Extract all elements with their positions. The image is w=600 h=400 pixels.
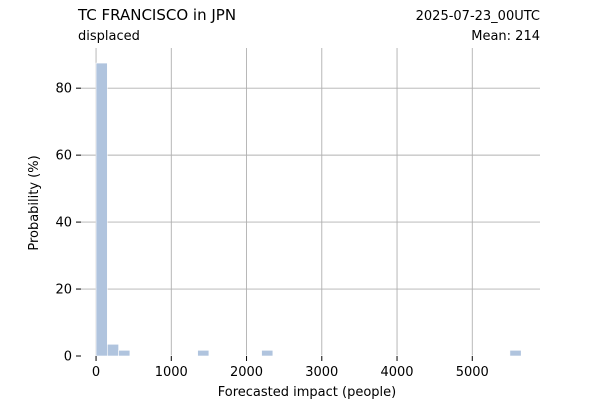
histogram-bar: [95, 62, 108, 357]
x-tick-label: 4000: [380, 365, 413, 380]
x-tick-label: 2000: [230, 365, 263, 380]
chart-title: TC FRANCISCO in JPN: [77, 6, 236, 24]
grid: [81, 48, 540, 356]
x-tick-label: 5000: [456, 365, 489, 380]
x-axis-label: Forecasted impact (people): [218, 385, 396, 400]
y-tick-label: 80: [55, 82, 72, 97]
x-tick-label: 1000: [155, 365, 188, 380]
histogram-bar: [509, 350, 522, 357]
histogram-bar: [107, 343, 119, 357]
y-tick-label: 40: [55, 216, 72, 231]
y-tick-label: 0: [64, 350, 72, 365]
y-axis-label: Probability (%): [27, 155, 42, 250]
histogram-bar: [197, 350, 210, 357]
x-tick-label: 0: [92, 365, 100, 380]
y-tick-label: 60: [55, 149, 72, 164]
y-tick-label: 20: [55, 283, 72, 298]
x-tick-label: 3000: [305, 365, 338, 380]
histogram-bar: [118, 350, 131, 357]
axis-ticks: 0 20 40 60 80 0 1000 2000 3000 4000 5000: [55, 82, 488, 380]
mean-label: Mean: 214: [471, 29, 540, 44]
forecast-timestamp: 2025-07-23_00UTC: [416, 9, 540, 24]
histogram-bar: [261, 350, 274, 357]
bars: [95, 62, 522, 357]
chart-subtitle: displaced: [78, 29, 140, 44]
